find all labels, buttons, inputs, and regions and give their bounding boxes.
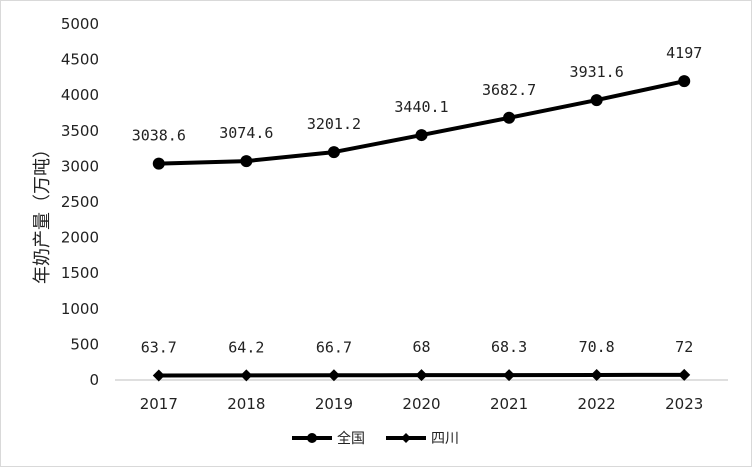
legend-marker	[307, 433, 317, 443]
x-tick-label: 2022	[578, 395, 616, 413]
series-layer	[115, 75, 728, 382]
x-tick-label: 2018	[227, 395, 265, 413]
data-point	[590, 94, 603, 107]
data-label: 64.2	[228, 338, 264, 356]
data-label: 3038.6	[132, 127, 186, 145]
y-tick-label: 500	[70, 335, 99, 353]
legend-label: 全国	[337, 430, 365, 447]
y-tick-label: 2000	[61, 229, 99, 247]
data-label: 4197	[666, 44, 702, 62]
data-label: 68	[412, 338, 430, 356]
data-label: 66.7	[316, 338, 352, 356]
y-tick-label: 3000	[61, 157, 99, 175]
data-label: 3440.1	[394, 98, 448, 116]
data-point	[240, 369, 253, 382]
data-point	[327, 146, 340, 159]
data-point	[678, 368, 691, 381]
y-tick-label: 2500	[61, 193, 99, 211]
data-label: 3074.6	[219, 124, 273, 142]
y-tick-label: 4500	[61, 51, 99, 69]
data-point	[327, 369, 340, 382]
y-tick-label: 1500	[61, 264, 99, 282]
y-tick-label: 4000	[61, 86, 99, 104]
data-point	[415, 369, 428, 382]
data-label: 63.7	[141, 338, 177, 356]
x-tick-label: 2023	[665, 395, 703, 413]
data-point	[240, 155, 253, 168]
legend: 全国 四川	[292, 430, 459, 447]
data-label: 3682.7	[482, 81, 536, 99]
data-point	[678, 75, 691, 88]
x-tick-label: 2017	[140, 395, 178, 413]
y-axis-title: 年奶产量（万吨）	[32, 140, 53, 284]
y-axis-ticks: 0 500 1000 1500 2000 2500 3000 3500 4000 4500 5000	[61, 15, 99, 389]
data-point	[152, 157, 165, 170]
y-tick-label: 5000	[61, 15, 99, 33]
data-point	[503, 369, 516, 382]
x-tick-label: 2021	[490, 395, 528, 413]
data-label: 3931.6	[570, 63, 624, 81]
data-label: 68.3	[491, 338, 527, 356]
data-point	[415, 129, 428, 142]
x-axis-ticks: 2017 2018 2019 2020 2021 2022 2023	[140, 395, 704, 413]
legend-marker	[401, 433, 411, 443]
data-label: 3201.2	[307, 115, 361, 133]
y-tick-label: 0	[89, 371, 99, 389]
data-point	[590, 368, 603, 381]
data-label: 70.8	[579, 338, 615, 356]
legend-label: 四川	[431, 431, 459, 447]
x-tick-label: 2019	[315, 395, 353, 413]
x-tick-label: 2020	[402, 395, 440, 413]
y-tick-label: 3500	[61, 122, 99, 140]
data-label: 72	[675, 338, 693, 356]
data-labels: 3038.6 3074.6 3201.2 3440.1 3682.7 3931.6 4197…	[132, 44, 703, 356]
data-point	[503, 111, 516, 124]
y-tick-label: 1000	[61, 300, 99, 318]
data-point	[152, 369, 165, 382]
